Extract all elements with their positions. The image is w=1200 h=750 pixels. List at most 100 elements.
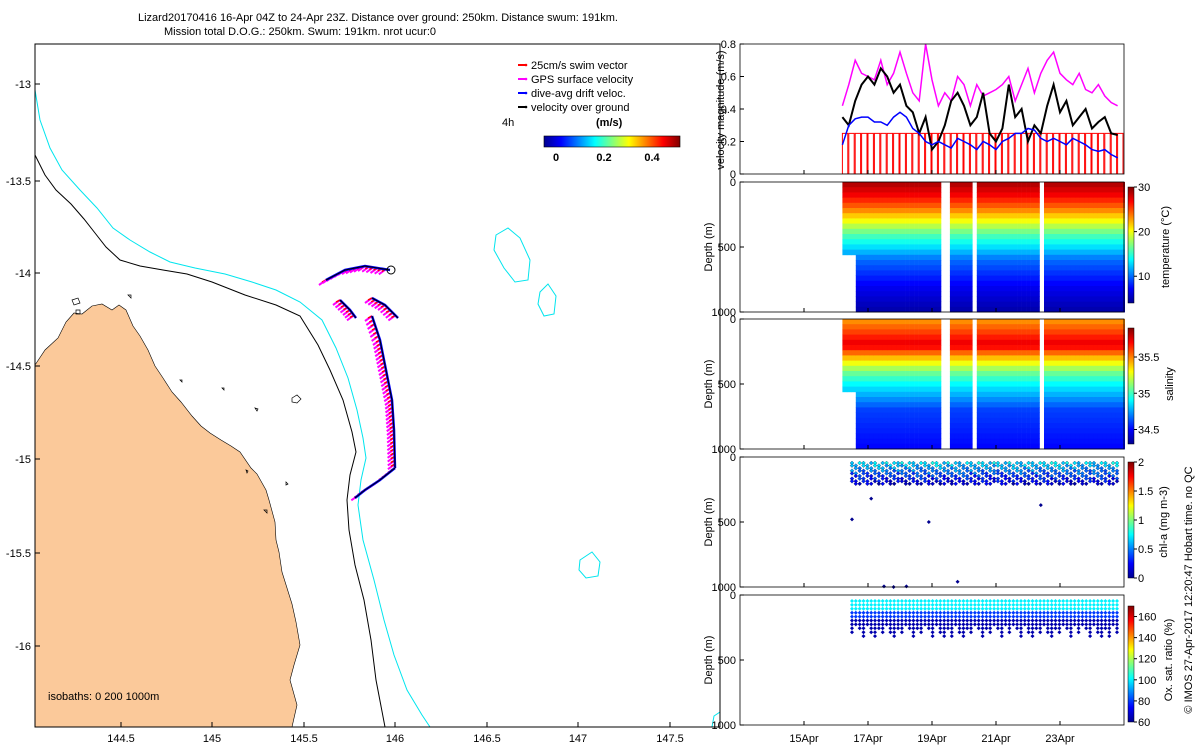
section-cell bbox=[981, 345, 987, 351]
oxygen-point bbox=[934, 606, 939, 611]
chla-point bbox=[1037, 460, 1043, 466]
section-cell bbox=[936, 218, 942, 224]
oxygen-point bbox=[988, 626, 993, 631]
section-cell bbox=[981, 391, 987, 398]
swim-vector-bar bbox=[880, 132, 887, 174]
section-cell bbox=[1035, 329, 1040, 335]
oxygen-point bbox=[1068, 634, 1073, 639]
oxygen-point bbox=[861, 618, 866, 623]
section-cell bbox=[1057, 428, 1063, 434]
section-cell bbox=[954, 182, 960, 188]
oxygen-point bbox=[869, 618, 874, 623]
oxygen-point bbox=[861, 606, 866, 611]
section-cell bbox=[846, 386, 852, 393]
section-cell bbox=[905, 417, 910, 424]
oxygen-point bbox=[880, 626, 885, 631]
section-cell bbox=[869, 249, 875, 256]
section-cell bbox=[900, 329, 906, 335]
section-cell bbox=[1066, 223, 1072, 230]
section-cell bbox=[896, 296, 901, 302]
section-cell bbox=[882, 223, 888, 230]
section-cell bbox=[1008, 417, 1013, 424]
chla-colorbar-tick-label: 1.5 bbox=[1138, 486, 1153, 498]
oxygen-point bbox=[911, 614, 916, 619]
section-cell bbox=[1070, 265, 1076, 271]
section-cell bbox=[1120, 218, 1125, 224]
oxygen-point bbox=[1034, 614, 1039, 619]
section-cell bbox=[1066, 371, 1072, 377]
section-cell bbox=[1070, 397, 1076, 403]
section-cell bbox=[851, 329, 857, 335]
oxygen-point bbox=[1022, 610, 1027, 615]
chla-point bbox=[984, 481, 989, 487]
section-cell bbox=[1044, 306, 1049, 313]
section-cell bbox=[1012, 355, 1018, 361]
swim-vector-bar bbox=[899, 132, 906, 174]
section-cell bbox=[855, 286, 861, 292]
oxygen-point bbox=[919, 618, 924, 623]
section-cell bbox=[909, 423, 915, 429]
section-cell bbox=[914, 355, 919, 361]
section-cell bbox=[1061, 260, 1067, 266]
section-cell bbox=[873, 376, 879, 382]
section-cell bbox=[1026, 428, 1031, 434]
section-cell bbox=[842, 355, 848, 361]
section-cell bbox=[1061, 223, 1067, 230]
chla-point bbox=[869, 496, 874, 501]
section-cell bbox=[976, 391, 982, 398]
section-cell bbox=[1035, 192, 1040, 198]
oxygen-point bbox=[892, 602, 897, 607]
section-cell bbox=[1044, 275, 1049, 282]
map-colorbar-title: (m/s) bbox=[596, 117, 623, 129]
section-cell bbox=[923, 417, 928, 424]
oxygen-point bbox=[1015, 614, 1020, 619]
section-cell bbox=[896, 208, 901, 214]
section-cell bbox=[1106, 443, 1112, 450]
section-cell bbox=[851, 208, 857, 214]
section-cell bbox=[967, 438, 973, 445]
section-cell bbox=[1066, 249, 1072, 256]
section-cell bbox=[1079, 407, 1085, 413]
section-cell bbox=[967, 213, 973, 219]
section-cell bbox=[1057, 291, 1063, 297]
section-cell bbox=[958, 391, 964, 398]
oxygen-point bbox=[850, 599, 854, 603]
section-cell bbox=[1093, 345, 1099, 351]
oxygen-point bbox=[899, 618, 904, 623]
section-cell bbox=[1088, 197, 1094, 204]
section-cell bbox=[905, 402, 910, 408]
section-cell bbox=[1048, 417, 1054, 424]
section-cell bbox=[1053, 355, 1058, 361]
oxygen-point bbox=[1026, 618, 1031, 623]
section-cell bbox=[1008, 376, 1013, 382]
section-cell bbox=[842, 360, 848, 367]
section-cell bbox=[914, 249, 919, 256]
section-cell bbox=[1026, 397, 1031, 403]
section-cell bbox=[1021, 239, 1027, 245]
section-cell bbox=[1075, 218, 1081, 224]
section-cell bbox=[963, 443, 969, 450]
section-cell bbox=[1044, 197, 1049, 204]
section-cell bbox=[1075, 192, 1081, 198]
chla-point bbox=[976, 481, 981, 487]
section-cell bbox=[1111, 365, 1116, 372]
section-cell bbox=[936, 360, 942, 367]
section-cell bbox=[976, 239, 982, 245]
section-cell bbox=[1026, 381, 1031, 387]
oxygen-point bbox=[988, 606, 993, 611]
section-cell bbox=[1102, 355, 1107, 361]
section-cell bbox=[1017, 334, 1022, 341]
oxygen-point bbox=[926, 599, 931, 603]
section-cell bbox=[1093, 428, 1099, 434]
section-cell bbox=[873, 365, 879, 372]
section-cell bbox=[1044, 407, 1049, 413]
section-cell bbox=[985, 249, 991, 256]
oxygen-point bbox=[1103, 606, 1108, 611]
section-cell bbox=[1120, 324, 1125, 330]
oxygen-point bbox=[1026, 599, 1031, 603]
oxygen-point bbox=[911, 606, 916, 611]
section-cell bbox=[999, 260, 1004, 266]
section-cell bbox=[923, 254, 928, 261]
oxygen-point bbox=[861, 599, 866, 603]
section-cell bbox=[976, 275, 982, 282]
